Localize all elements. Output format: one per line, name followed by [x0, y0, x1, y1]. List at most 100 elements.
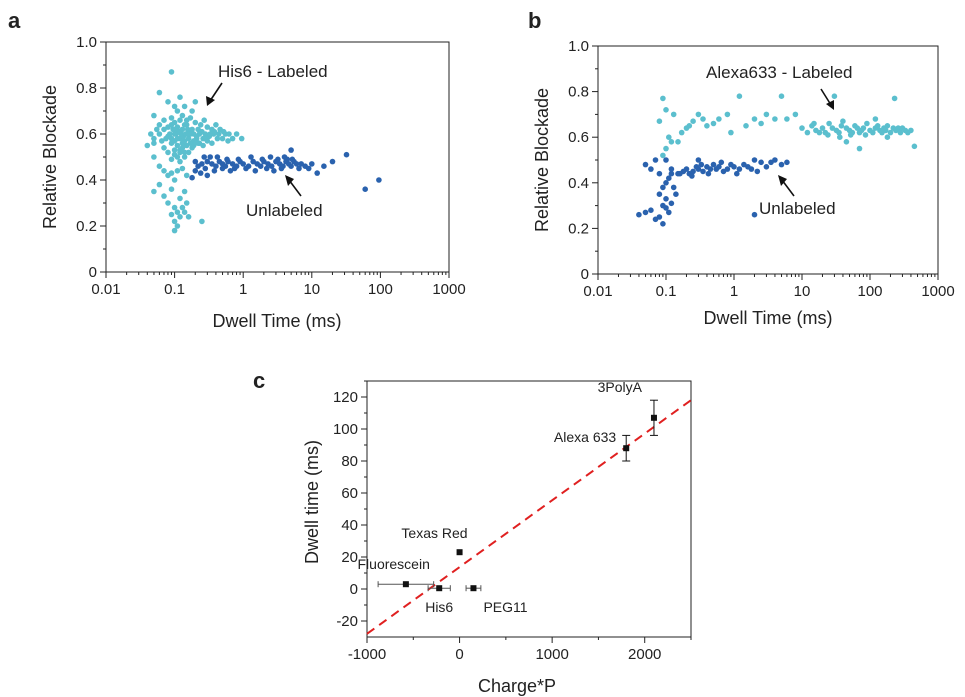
panel-b-point-unlabeled [695, 157, 702, 163]
panel-b-point-labeled [778, 93, 785, 99]
panel-a-ytick-label: 0.4 [76, 172, 97, 189]
panel-b-point-unlabeled [695, 166, 702, 172]
panel-a-point-labeled [165, 149, 171, 156]
panel-c-ylabel: Dwell time (ms) [302, 440, 322, 564]
panel-a-point-labeled [192, 119, 199, 126]
panel-b-point-labeled [728, 129, 734, 136]
panel-a-point-labeled [189, 108, 195, 114]
panel-a-point-unlabeled [207, 154, 213, 160]
panel-b-point-unlabeled [716, 164, 722, 170]
panel-a-point-labeled [161, 168, 167, 174]
panel-b-point-unlabeled [663, 180, 669, 186]
panel-b-point-labeled [895, 125, 901, 131]
panel-a-point-unlabeled [213, 163, 219, 169]
panel-a-ytick-label: 0.6 [76, 126, 97, 143]
panel-b-point-unlabeled [705, 170, 712, 177]
panel-a-point-labeled [185, 135, 192, 142]
panel-a-point-unlabeled [248, 154, 254, 160]
panel-b-point-labeled [911, 143, 918, 150]
panel-b-point-unlabeled [736, 166, 743, 172]
panel-b-point-labeled [816, 129, 823, 136]
panel-a-point-labeled [156, 163, 163, 169]
panel-a-point-unlabeled [202, 165, 209, 172]
panel-a-point-labeled [168, 156, 175, 163]
panel-b-point-labeled [663, 145, 669, 152]
panel-b-point-labeled [690, 118, 696, 124]
panel-a-point-labeled [181, 149, 188, 156]
panel-a-point-unlabeled [235, 156, 242, 163]
panel-a-point-unlabeled [309, 161, 315, 167]
panel-b-point-unlabeled [778, 161, 785, 168]
panel-a-point-unlabeled [243, 165, 249, 172]
panel-a-point-labeled [204, 124, 211, 130]
panel-a-ytick-label: 0 [89, 264, 97, 281]
panel-a-point-labeled [177, 94, 183, 100]
panel-b-point-labeled [663, 107, 669, 113]
panel-a-point-unlabeled [296, 165, 302, 172]
panel-a-point-labeled [168, 170, 175, 176]
panel-a-point-labeled [177, 147, 183, 153]
panel-c-xlabel: Charge*P [478, 676, 556, 696]
panel-b-point-unlabeled [724, 166, 731, 172]
panel-a-xtick-label: 100 [368, 281, 393, 298]
panel-c-chart: -1000 0 1000 2000 -20 0 20 40 60 80 100 120 3PolyA A… [302, 379, 692, 696]
panel-a-point-labeled [209, 140, 215, 146]
panel-a-point-labeled [168, 186, 175, 192]
panel-b-point-labeled [874, 123, 881, 129]
panel-a-xtick-label: 0.1 [164, 281, 185, 298]
panel-a-point-labeled [161, 117, 167, 123]
panel-a-point-labeled [238, 135, 245, 142]
panel-a-chart: 0.01 0.1 1 10 100 1000 0 0.2 0.4 0.6 0.8 1.0 Dwell … [40, 34, 466, 331]
panel-b-point-unlabeled [666, 209, 672, 216]
panel-a-point-labeled [168, 115, 175, 121]
panel-a-point-labeled [165, 99, 171, 105]
panel-a-point-labeled [168, 211, 175, 218]
panel-b-point-labeled [660, 95, 666, 102]
panel-a-point-unlabeled [259, 156, 266, 163]
panel-b-point-labeled [854, 125, 861, 131]
panel-b-point-labeled [666, 134, 672, 140]
panel-a-point-unlabeled [192, 168, 199, 174]
panel-a-point-labeled [201, 117, 207, 123]
panel-b-point-unlabeled [642, 161, 649, 168]
panel-a-point-labeled [168, 135, 175, 142]
panel-a-point-labeled [156, 181, 163, 188]
panel-b-point-labeled [670, 111, 677, 118]
panel-b-annotation-unlabeled: Unlabeled [759, 199, 836, 218]
panel-b-point-unlabeled [677, 170, 683, 177]
panel-b-point-labeled [847, 132, 854, 138]
panel-b-point-labeled [660, 152, 666, 159]
panel-a-point-labeled [192, 99, 199, 105]
panel-a-ytick-label: 1.0 [76, 34, 97, 51]
panel-b-point-unlabeled [668, 166, 675, 172]
panel-a-point-labeled [215, 131, 222, 137]
panel-b-xtick-label: 0.01 [583, 283, 612, 300]
panel-a-point-labeled [214, 135, 221, 142]
panel-b-point-unlabeled [731, 164, 737, 170]
panel-a-point-unlabeled [288, 163, 294, 169]
panel-b-point-labeled [772, 116, 778, 122]
panel-a-point-unlabeled [281, 154, 288, 160]
panel-a-point-labeled [159, 138, 165, 144]
panel-a-point-unlabeled [199, 161, 205, 167]
panel-a-xtick-label: 0.01 [91, 281, 120, 298]
panel-b-point-unlabeled [758, 159, 764, 166]
panel-c-point [623, 445, 630, 452]
panel-a-point-labeled [151, 140, 157, 146]
panel-a-point-labeled [179, 140, 186, 146]
panel-a-point-labeled [151, 188, 157, 195]
panel-a-arrow-labeled [206, 82, 223, 106]
panel-b-point-labeled [686, 123, 693, 129]
panel-b-point-unlabeled [656, 214, 663, 220]
panel-b-chart: 0.01 0.1 1 10 100 1000 0 0.2 0.4 0.6 0.8 1.0 Dwell … [532, 38, 955, 328]
panel-b-point-labeled [811, 120, 817, 127]
panel-b-point-labeled [695, 111, 702, 118]
panel-a-point-unlabeled [376, 177, 382, 183]
panel-a-point-labeled [177, 158, 183, 165]
panel-a-point-unlabeled [189, 174, 195, 181]
panel-a-point-unlabeled [293, 161, 300, 167]
panel-c-xtick-label: 2000 [628, 646, 661, 663]
panel-a-point-labeled [167, 131, 173, 137]
panel-b-ytick-label: 0.2 [568, 220, 589, 237]
